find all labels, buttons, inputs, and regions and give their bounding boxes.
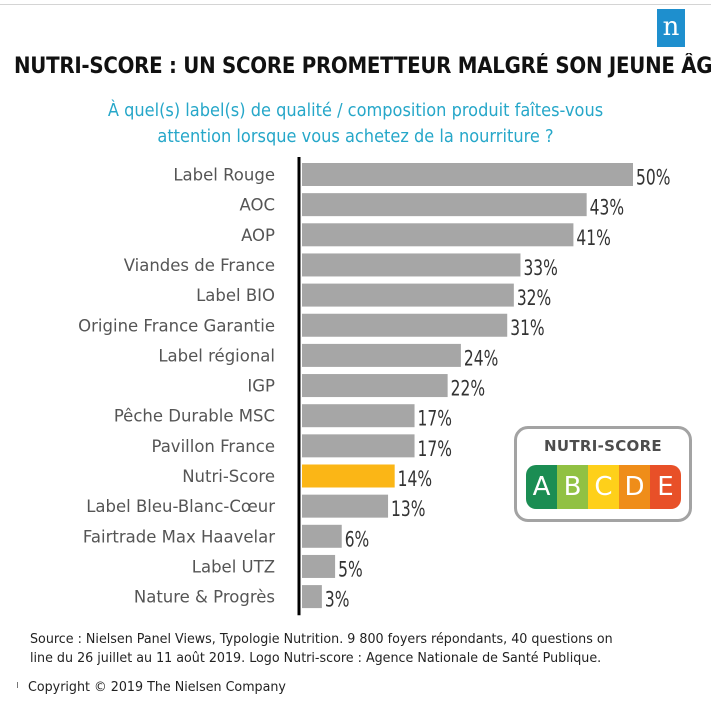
category-label: Label Bleu-Blanc-Cœur <box>86 497 275 516</box>
source-line-1: Source : Nielsen Panel Views, Typologie … <box>30 631 613 647</box>
bar <box>302 585 322 609</box>
bar <box>302 193 587 217</box>
top-divider <box>0 4 711 5</box>
bar <box>302 223 574 247</box>
category-label: IGP <box>247 377 275 396</box>
category-label: AOC <box>239 196 275 215</box>
category-label: Pêche Durable MSC <box>114 407 275 426</box>
category-label: Label BIO <box>196 286 275 305</box>
bar <box>302 464 395 488</box>
nielsen-logo: n <box>657 9 685 47</box>
nutri-score-letter: D <box>619 465 650 509</box>
value-label: 22% <box>451 376 485 401</box>
value-label: 17% <box>418 436 452 461</box>
value-label: 5% <box>338 557 363 582</box>
category-label: Fairtrade Max Haavelar <box>83 527 275 546</box>
value-label: 43% <box>590 195 624 220</box>
bar <box>302 554 336 578</box>
bar <box>302 524 342 548</box>
bar <box>302 404 415 428</box>
value-label: 31% <box>510 316 544 341</box>
bar <box>302 283 514 307</box>
footer-tick <box>17 682 18 688</box>
source-note: Source : Nielsen Panel Views, Typologie … <box>30 630 679 668</box>
value-label: 17% <box>418 406 452 431</box>
category-label: Nutri-Score <box>182 467 275 486</box>
value-label: 32% <box>517 285 551 310</box>
source-line-2: line du 26 juillet au 11 août 2019. Logo… <box>30 650 602 666</box>
value-label: 41% <box>576 225 610 250</box>
nutri-score-letter: A <box>526 465 557 509</box>
copyright: Copyright © 2019 The Nielsen Company <box>28 679 286 695</box>
chart-subtitle: À quel(s) label(s) de qualité / composit… <box>0 98 711 150</box>
category-label: Viandes de France <box>124 256 275 275</box>
category-label: Label régional <box>158 346 275 365</box>
bar <box>302 434 415 458</box>
page-title: NUTRI-SCORE : UN SCORE PROMETTEUR MALGRÉ… <box>14 54 711 79</box>
value-label: 50% <box>636 165 670 190</box>
value-label: 13% <box>391 496 425 521</box>
category-label: AOP <box>241 226 275 245</box>
bar <box>302 374 448 398</box>
bar <box>302 253 521 277</box>
nutri-score-letter: C <box>588 465 619 509</box>
nutri-score-letter: B <box>557 465 588 509</box>
category-label: Label UTZ <box>192 557 275 576</box>
value-label: 6% <box>345 527 370 552</box>
category-label: Label Rouge <box>173 166 275 185</box>
nutri-score-logo-title: NUTRI-SCORE <box>544 437 662 455</box>
bar-chart: Label Rouge 50% AOC 43% AOP 41% Viandes de Fra… <box>78 157 670 616</box>
value-label: 3% <box>325 587 350 612</box>
category-label: Pavillon France <box>151 437 275 456</box>
category-label: Nature & Progrès <box>134 588 275 607</box>
subtitle-line-2: attention lorsque vous achetez de la nou… <box>157 126 554 147</box>
category-label: Origine France Garantie <box>78 316 275 335</box>
bar <box>302 163 633 186</box>
bar <box>302 494 389 518</box>
bar <box>302 343 461 367</box>
value-label: 24% <box>464 346 498 371</box>
nutri-score-letter: E <box>650 465 681 509</box>
value-label: 33% <box>523 255 557 280</box>
value-label: 14% <box>398 466 432 491</box>
bar <box>302 313 508 337</box>
subtitle-line-1: À quel(s) label(s) de qualité / composit… <box>107 100 604 121</box>
